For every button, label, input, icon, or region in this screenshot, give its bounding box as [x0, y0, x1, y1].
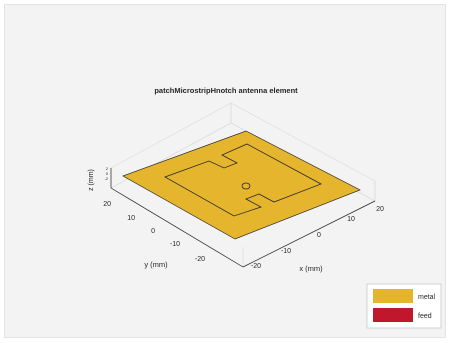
z-axis-label: z (mm): [88, 169, 95, 191]
legend: metal feed: [366, 283, 442, 329]
legend-label-feed: feed: [418, 313, 432, 320]
z-axis: 2 0 -2 z (mm): [88, 166, 112, 191]
x-tick-label: 20: [376, 206, 384, 213]
x-axis-label: x (mm): [299, 264, 323, 273]
x-axis: -20 -10 0 10 20 x (mm): [242, 200, 384, 273]
y-tick-label: 10: [127, 215, 135, 222]
legend-swatch-metal: [373, 289, 413, 303]
h-notch-patch-outline: [164, 143, 322, 217]
x-tick-label: -10: [281, 248, 291, 255]
x-tick-label: 10: [347, 216, 355, 223]
antenna-plot: patchMicrostripHnotch antenna element 2 …: [88, 86, 442, 329]
legend-swatch-feed: [373, 308, 413, 322]
y-axis: 20 10 0 -10 -20 y (mm): [103, 187, 244, 269]
x-tick-label: -20: [251, 263, 261, 270]
feed-point: [241, 182, 251, 190]
plot-title: patchMicrostripHnotch antenna element: [154, 86, 298, 95]
y-tick-label: -20: [195, 256, 205, 263]
legend-label-metal: metal: [418, 294, 436, 301]
ground-plane: [122, 130, 361, 240]
z-tick-label: 0: [106, 171, 109, 176]
figure-window: patchMicrostripHnotch antenna element 2 …: [4, 4, 446, 338]
y-tick-label: 20: [103, 201, 111, 208]
x-tick-label: 0: [317, 232, 321, 239]
z-tick-label: 2: [106, 166, 109, 171]
y-axis-label: y (mm): [144, 260, 168, 269]
y-tick-label: -10: [170, 241, 180, 248]
z-tick-label: -2: [104, 176, 108, 181]
y-tick-label: 0: [151, 228, 155, 235]
